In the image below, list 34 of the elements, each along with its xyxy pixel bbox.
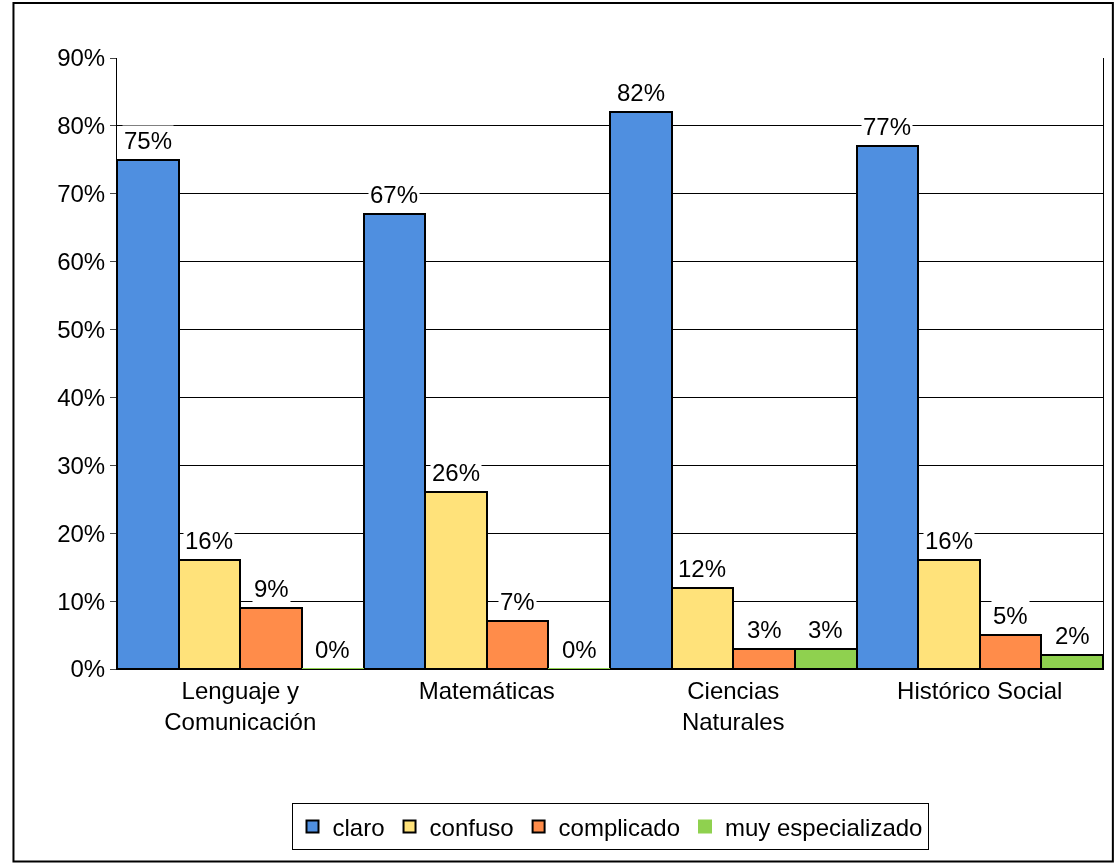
y-tick-label: 30%	[57, 451, 106, 479]
y-tick-label: 10%	[57, 587, 106, 615]
y-tick-label: 70%	[57, 180, 106, 208]
data-label: 16%	[925, 527, 974, 554]
y-tick-label: 20%	[57, 519, 106, 547]
data-label: 12%	[678, 555, 727, 582]
data-label: 75%	[124, 127, 173, 154]
data-label: 2%	[1055, 622, 1090, 649]
y-tick-label: 80%	[57, 112, 106, 140]
data-label: 5%	[993, 602, 1028, 629]
data-label: 0%	[562, 636, 597, 663]
data-label: 26%	[432, 459, 481, 486]
y-tick-label: 50%	[57, 315, 106, 343]
data-label: 3%	[747, 616, 782, 643]
data-label: 0%	[315, 636, 350, 663]
y-tick-label: 90%	[57, 44, 106, 72]
data-label: 9%	[254, 575, 289, 602]
x-tick-label: Lenguaje y Comunicación	[164, 676, 317, 735]
y-tick-label: 40%	[57, 383, 106, 411]
x-tick-label: Ciencias Naturales	[681, 676, 785, 735]
data-label: 7%	[500, 588, 535, 615]
x-tick-label: Matemáticas	[418, 676, 555, 704]
legend-label: muy especializado	[725, 813, 923, 841]
data-label: 16%	[185, 527, 234, 554]
legend-label: complicado	[558, 813, 680, 841]
data-label: 82%	[617, 79, 666, 106]
data-label: 77%	[863, 113, 912, 140]
legend-label: claro	[332, 813, 385, 841]
x-tick-label: Histórico Social	[897, 676, 1063, 704]
legend-label: confuso	[429, 813, 514, 841]
data-label: 3%	[808, 616, 843, 643]
y-tick-label: 60%	[57, 248, 106, 276]
y-tick-label: 0%	[70, 655, 106, 683]
data-label: 67%	[370, 181, 419, 208]
